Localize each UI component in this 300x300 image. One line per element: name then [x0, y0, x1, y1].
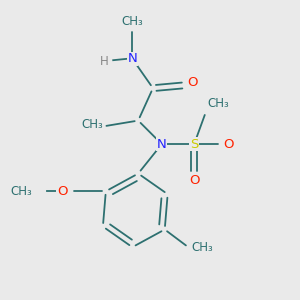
Text: O: O: [187, 76, 197, 89]
Text: H: H: [100, 55, 109, 68]
Text: N: N: [157, 138, 167, 151]
Text: CH₃: CH₃: [191, 241, 213, 254]
Text: O: O: [189, 174, 200, 187]
Text: CH₃: CH₃: [81, 118, 103, 131]
Text: CH₃: CH₃: [207, 97, 229, 110]
Text: O: O: [57, 185, 68, 198]
Text: CH₃: CH₃: [11, 185, 32, 198]
Text: O: O: [224, 138, 234, 151]
Text: CH₃: CH₃: [122, 15, 143, 28]
Text: S: S: [190, 138, 198, 151]
Text: N: N: [128, 52, 137, 65]
